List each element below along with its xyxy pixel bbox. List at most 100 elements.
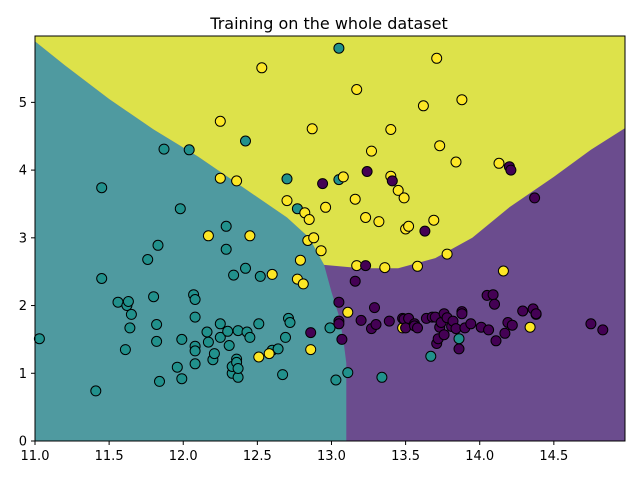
data-point-class-1 — [333, 42, 345, 54]
data-point-class-2 — [256, 62, 268, 74]
data-point-class-1 — [158, 143, 170, 155]
data-point-class-1 — [189, 345, 201, 357]
data-point-class-0 — [465, 318, 477, 330]
data-point-class-1 — [142, 254, 154, 265]
y-axis: 0 1 2 3 4 5 — [19, 96, 35, 450]
x-axis: 11.0 11.5 12.0 12.5 13.0 13.5 14.0 14.5 — [21, 441, 568, 464]
data-point-class-1 — [171, 361, 183, 373]
data-point-class-0 — [489, 298, 500, 310]
data-point-class-0 — [530, 308, 542, 320]
y-tick-label: 2 — [19, 299, 27, 314]
data-point-class-2 — [306, 123, 318, 135]
decision-regions — [35, 36, 625, 441]
data-point-class-0 — [517, 305, 529, 317]
data-point-class-1 — [90, 385, 102, 397]
data-point-class-2 — [214, 172, 226, 184]
data-point-class-1 — [151, 319, 163, 330]
x-tick-label: 14.5 — [539, 449, 568, 464]
y-tick-label: 4 — [19, 164, 27, 179]
data-point-class-2 — [315, 245, 327, 257]
data-points — [33, 42, 609, 397]
data-point-class-0 — [438, 329, 450, 341]
data-point-class-0 — [505, 164, 517, 176]
data-point-class-2 — [281, 195, 293, 207]
data-point-class-1 — [253, 318, 265, 330]
data-point-class-0 — [597, 324, 609, 336]
x-tick-label: 11.0 — [21, 449, 50, 464]
data-point-class-2 — [303, 214, 315, 225]
data-point-class-1 — [96, 182, 108, 194]
data-point-class-1 — [183, 144, 195, 156]
data-point-class-2 — [431, 52, 443, 64]
data-point-class-2 — [349, 193, 361, 205]
data-point-class-1 — [244, 331, 256, 343]
data-point-class-0 — [333, 318, 345, 330]
data-point-class-2 — [379, 262, 391, 274]
data-point-class-0 — [487, 289, 499, 301]
data-point-class-1 — [202, 336, 214, 348]
x-tick-label: 13.5 — [391, 449, 420, 464]
data-point-class-1 — [125, 308, 137, 320]
data-point-class-0 — [383, 315, 395, 327]
data-point-class-2 — [231, 175, 243, 187]
y-tick-label: 1 — [19, 367, 27, 382]
data-point-class-1 — [176, 373, 188, 385]
data-point-class-1 — [277, 369, 289, 381]
data-point-class-1 — [189, 358, 201, 370]
data-point-class-0 — [349, 275, 361, 287]
y-tick-label: 5 — [19, 96, 27, 111]
data-point-class-2 — [373, 216, 385, 228]
data-point-class-2 — [308, 232, 320, 244]
data-point-class-2 — [360, 212, 372, 223]
data-point-class-1 — [214, 331, 226, 343]
data-point-class-2 — [417, 100, 429, 112]
data-point-class-2 — [351, 84, 363, 95]
data-point-class-0 — [369, 302, 380, 314]
data-point-class-1 — [214, 318, 226, 330]
data-point-class-1 — [152, 239, 164, 251]
data-point-class-2 — [342, 306, 354, 318]
data-point-class-0 — [386, 175, 398, 187]
data-point-class-0 — [317, 178, 329, 190]
data-point-class-1 — [208, 348, 220, 360]
data-point-class-0 — [529, 192, 541, 204]
data-point-class-1 — [240, 135, 251, 147]
data-point-class-1 — [151, 335, 163, 347]
data-point-class-2 — [493, 157, 505, 169]
data-point-class-1 — [453, 333, 465, 345]
x-tick-label: 12.0 — [169, 449, 198, 464]
data-point-class-1 — [272, 343, 284, 355]
data-point-class-1 — [330, 374, 342, 386]
data-point-class-1 — [96, 273, 108, 284]
data-point-class-1 — [425, 350, 437, 362]
data-point-class-0 — [456, 308, 468, 320]
data-point-class-1 — [240, 262, 251, 274]
data-point-class-1 — [376, 371, 388, 383]
y-tick-label: 0 — [19, 435, 27, 450]
data-point-class-1 — [122, 296, 134, 307]
data-point-class-1 — [232, 363, 244, 374]
data-point-class-2 — [434, 140, 446, 152]
plot-frame — [34, 35, 626, 442]
chart-title: Training on the whole dataset — [209, 14, 447, 33]
data-point-class-2 — [263, 348, 275, 360]
data-point-class-2 — [366, 145, 377, 157]
region-class-1 — [35, 36, 347, 441]
data-point-class-2 — [441, 248, 453, 260]
x-tick-label: 11.5 — [95, 449, 124, 464]
data-point-class-1 — [281, 173, 293, 185]
region-class-2 — [35, 36, 625, 269]
data-point-class-1 — [119, 344, 131, 356]
data-point-class-1 — [33, 333, 45, 345]
y-tick-label: 3 — [19, 231, 27, 246]
data-point-class-0 — [499, 327, 511, 339]
data-point-class-1 — [174, 203, 186, 215]
data-point-class-0 — [336, 333, 348, 345]
data-point-class-1 — [201, 326, 213, 338]
data-point-class-1 — [176, 333, 188, 345]
data-point-class-0 — [333, 296, 345, 308]
data-point-class-1 — [222, 325, 234, 337]
data-point-class-1 — [148, 291, 160, 303]
data-point-class-0 — [506, 319, 518, 331]
data-point-class-2 — [412, 260, 423, 272]
